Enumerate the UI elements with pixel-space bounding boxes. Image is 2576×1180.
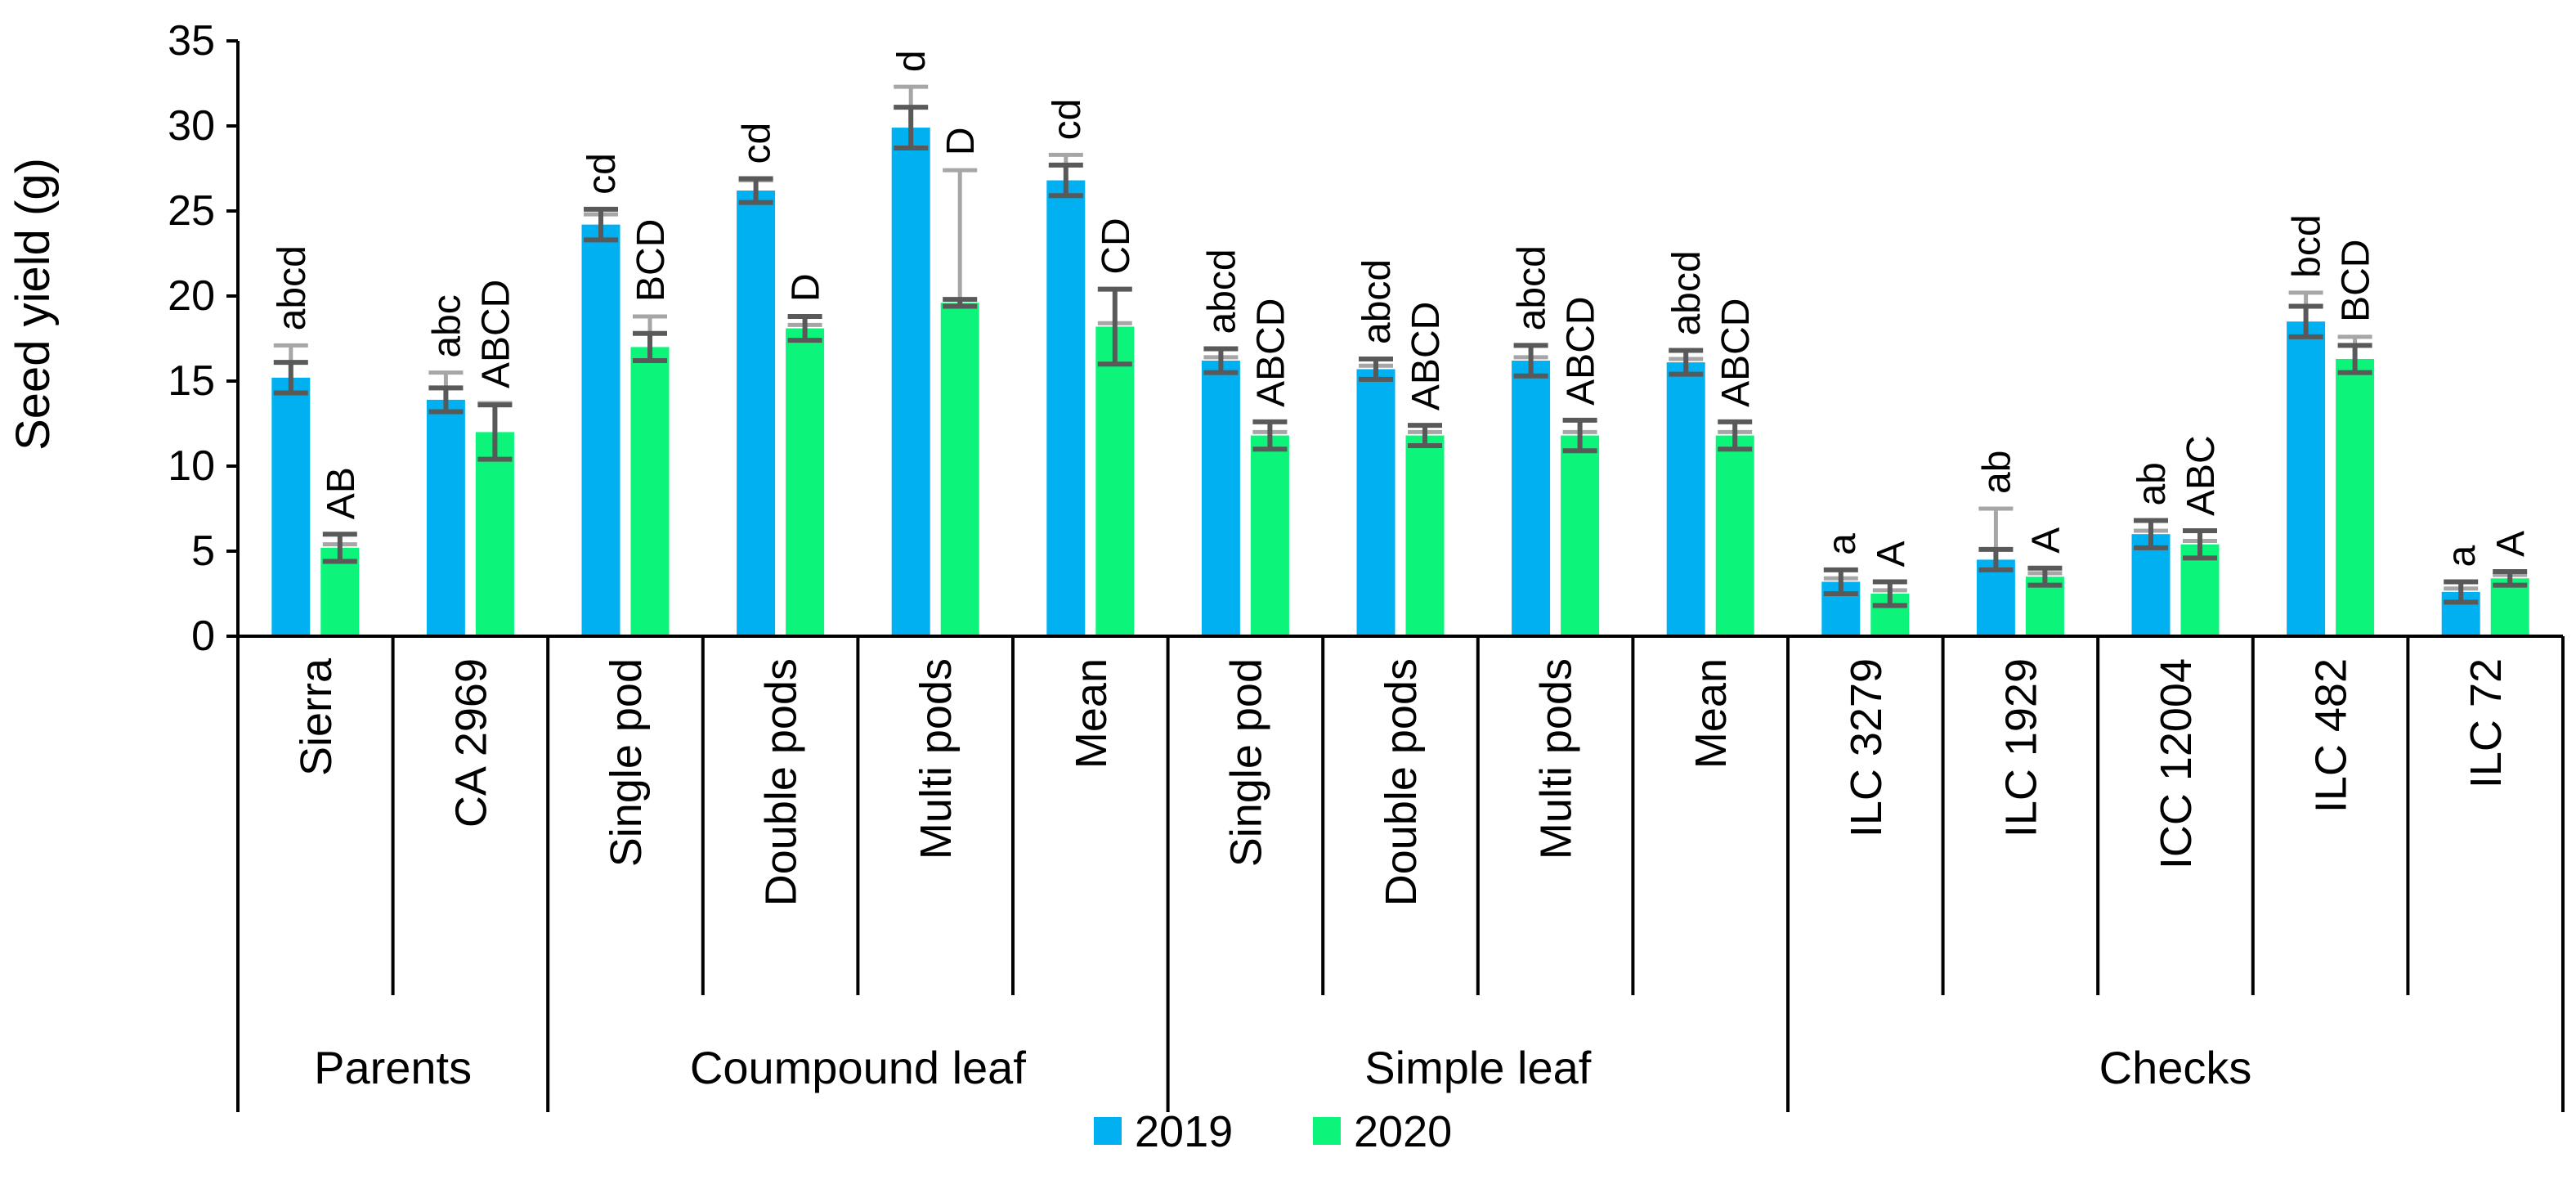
legend-swatch-2020 bbox=[1313, 1117, 1341, 1145]
bar-2019 bbox=[737, 191, 776, 637]
bar-2020 bbox=[2336, 358, 2375, 636]
bars-layer bbox=[271, 128, 2529, 637]
bar-2019 bbox=[426, 399, 465, 636]
significance-letter: BCD bbox=[629, 219, 673, 302]
significance-letter: abc bbox=[425, 294, 468, 357]
legend: 2019 2020 bbox=[1094, 1107, 1452, 1156]
bar-2020 bbox=[630, 347, 670, 636]
bar-2020 bbox=[786, 328, 825, 636]
bar-2020 bbox=[1715, 435, 1754, 636]
x-category-label: Single pod bbox=[1221, 658, 1270, 867]
bar-2020 bbox=[1405, 435, 1445, 636]
y-tick-label: 5 bbox=[191, 527, 215, 575]
error-bars-layer bbox=[273, 84, 2528, 608]
bar-2020 bbox=[940, 303, 979, 636]
x-category-label: ILC 482 bbox=[2307, 658, 2356, 813]
x-category-label: Mean bbox=[1687, 658, 1736, 769]
significance-letter: abcd bbox=[1200, 249, 1243, 334]
x-category-label: Single pod bbox=[602, 658, 651, 867]
significance-letter: CD bbox=[1095, 218, 1138, 274]
x-category-label: Double pods bbox=[1377, 658, 1426, 906]
bar-2019 bbox=[2131, 534, 2171, 636]
bar-2019 bbox=[1976, 559, 2015, 636]
bar-2019 bbox=[1046, 180, 1086, 636]
significance-letter: AB bbox=[320, 467, 363, 519]
y-tick-label: 35 bbox=[168, 17, 215, 65]
axes-layer: 0 5 10 15 20 25 30 35 bbox=[168, 17, 2565, 1112]
significance-letter: ab bbox=[2130, 462, 2174, 505]
x-group-label: Simple leaf bbox=[1364, 1042, 1591, 1093]
x-category-labels: Sierra CA 2969 Single pod Double pods Multi … bbox=[292, 657, 2511, 906]
x-group-label: Coumpound leaf bbox=[690, 1042, 1026, 1093]
significance-letter: cd bbox=[1046, 99, 1089, 141]
significance-letter: abcd bbox=[1355, 259, 1399, 344]
significance-letter: ab bbox=[1975, 451, 2018, 494]
significance-letter: a bbox=[1821, 533, 1864, 555]
bar-2019 bbox=[891, 128, 930, 636]
significance-letter: BCD bbox=[2335, 240, 2378, 322]
x-category-label: Multi pods bbox=[1532, 658, 1581, 859]
significance-letter: d bbox=[890, 50, 934, 72]
significance-letter: D bbox=[939, 127, 983, 155]
y-tick-label: 30 bbox=[168, 102, 215, 150]
bar-2019 bbox=[1512, 361, 1551, 636]
bar-2020 bbox=[1250, 435, 1289, 636]
significance-letter: ABCD bbox=[474, 280, 517, 388]
y-tick-label: 25 bbox=[168, 187, 215, 235]
bar-2020 bbox=[475, 432, 514, 636]
significance-letter: cd bbox=[580, 153, 624, 195]
y-tick-label: 15 bbox=[168, 357, 215, 405]
significance-letter: abcd bbox=[1665, 250, 1709, 335]
x-category-label: Sierra bbox=[292, 657, 341, 776]
x-group-label: Checks bbox=[2099, 1042, 2252, 1093]
y-tick-label: 20 bbox=[168, 272, 215, 320]
x-category-label: ICC 12004 bbox=[2152, 658, 2201, 869]
bar-2019 bbox=[2287, 321, 2326, 636]
x-group-labels: Parents Coumpound leaf Simple leaf Checks bbox=[314, 1042, 2251, 1093]
significance-letter: A bbox=[1870, 541, 1913, 567]
x-group-label: Parents bbox=[314, 1042, 472, 1093]
significance-letter: ABCD bbox=[1714, 298, 1758, 407]
x-category-label: ILC 72 bbox=[2462, 658, 2511, 788]
bar-2019 bbox=[1201, 361, 1240, 636]
bar-2020 bbox=[1561, 435, 1600, 636]
bar-2019 bbox=[1356, 369, 1396, 636]
bar-2020 bbox=[1095, 326, 1135, 636]
significance-letter: ABCD bbox=[1560, 296, 1603, 405]
legend-label-2020: 2020 bbox=[1354, 1107, 1452, 1156]
x-category-label: ILC 3279 bbox=[1842, 658, 1891, 837]
significance-letter: ABCD bbox=[1249, 298, 1292, 407]
y-tick-label: 0 bbox=[191, 612, 215, 660]
bar-2020 bbox=[2490, 578, 2529, 636]
significance-letter: bcd bbox=[2286, 214, 2329, 277]
bar-2019 bbox=[581, 224, 620, 636]
significance-letter: A bbox=[2489, 531, 2533, 557]
significance-letter: ABCD bbox=[1404, 302, 1448, 411]
x-category-label: Mean bbox=[1067, 658, 1116, 769]
x-category-label: CA 2969 bbox=[446, 658, 495, 828]
legend-label-2019: 2019 bbox=[1135, 1107, 1233, 1156]
y-axis-title: Seed yield (g) bbox=[7, 158, 60, 451]
bar-2019 bbox=[271, 377, 311, 636]
significance-letter: ABC bbox=[2180, 435, 2223, 516]
x-category-label: Multi pods bbox=[912, 658, 961, 859]
significance-letter: A bbox=[2024, 527, 2068, 554]
significance-letter: abcd bbox=[271, 245, 314, 330]
significance-letter: cd bbox=[736, 123, 779, 164]
significance-letter: a bbox=[2440, 545, 2484, 567]
x-category-label: Double pods bbox=[757, 658, 806, 906]
legend-swatch-2019 bbox=[1094, 1117, 1122, 1145]
significance-letter: abcd bbox=[1511, 245, 1554, 330]
y-tick-label: 10 bbox=[168, 442, 215, 490]
bar-2019 bbox=[1666, 362, 1705, 636]
significance-letter: D bbox=[785, 273, 828, 302]
x-category-label: ILC 1929 bbox=[1996, 658, 2045, 837]
